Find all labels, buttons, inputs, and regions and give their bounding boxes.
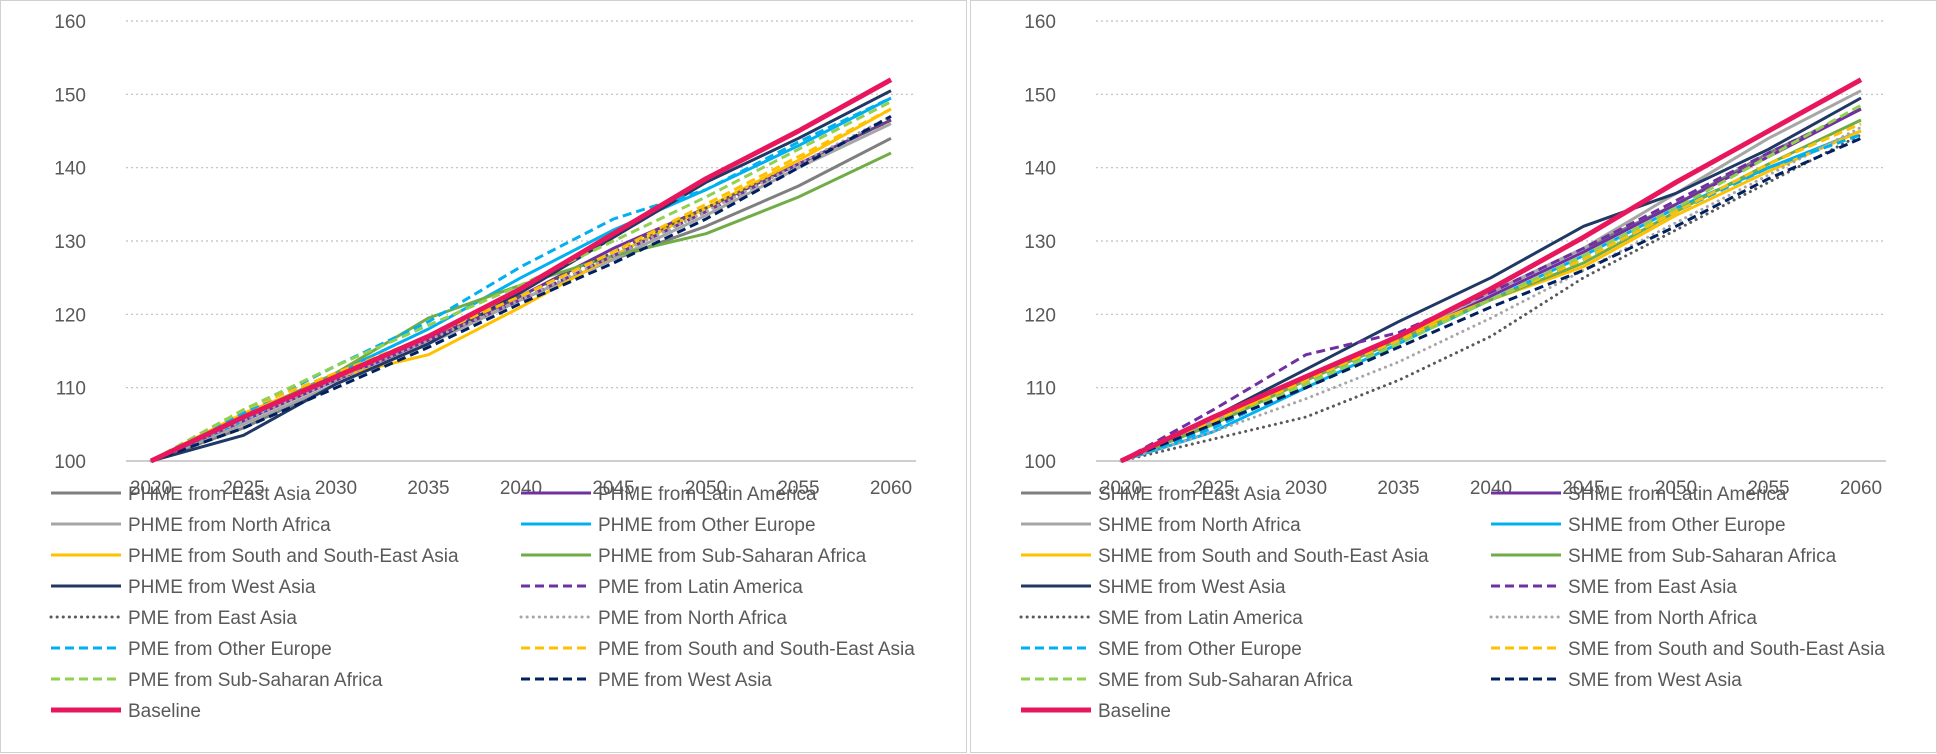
y-tick-label: 140: [54, 159, 86, 180]
legend-item-pme-from-west-asia: PME from West Asia: [521, 670, 772, 691]
legend-item-phme-from-sub-saharan-africa: PHME from Sub-Saharan Africa: [521, 546, 867, 567]
legend-label: PHME from Latin America: [598, 484, 817, 505]
legend-label: PHME from Sub-Saharan Africa: [598, 546, 867, 567]
right-chart-panel: 100 110 120 130 140 150 160 2020 2025 2030 2035 204…: [970, 0, 1937, 753]
legend-label: PHME from Other Europe: [598, 515, 816, 536]
y-tick-label: 150: [1024, 85, 1056, 106]
legend-label: PHME from East Asia: [128, 484, 311, 505]
x-tick-label: 2035: [407, 478, 449, 499]
y-tick-label: 110: [56, 379, 86, 400]
legend-label: PME from Other Europe: [128, 639, 332, 660]
left-line-chart: 100 110 120 130 140 150 160 2020 2025 2030 2035 204…: [1, 1, 968, 754]
legend-item-phme-from-west-asia: PHME from West Asia: [51, 577, 316, 598]
y-tick-label: 120: [54, 305, 86, 326]
legend-item-baseline: Baseline: [51, 701, 201, 722]
legend-item-shme-from-north-africa: SHME from North Africa: [1021, 515, 1301, 536]
legend-item-sme-from-north-africa: SME from North Africa: [1491, 608, 1757, 629]
legend-item-phme-from-other-europe: PHME from Other Europe: [521, 515, 816, 536]
legend-item-phme-from-south-and-south-east-asia: PHME from South and South-East Asia: [51, 546, 459, 567]
legend-label: SHME from West Asia: [1098, 577, 1286, 598]
legend-item-sme-from-sub-saharan-africa: SME from Sub-Saharan Africa: [1021, 670, 1353, 691]
legend-item-shme-from-sub-saharan-africa: SHME from Sub-Saharan Africa: [1491, 546, 1837, 567]
x-tick-label: 2040: [500, 478, 542, 499]
y-tick-label: 160: [1024, 12, 1056, 33]
legend-item-sme-from-other-europe: SME from Other Europe: [1021, 639, 1302, 660]
legend-item-pme-from-latin-america: PME from Latin America: [521, 577, 803, 598]
legend-item-pme-from-other-europe: PME from Other Europe: [51, 639, 332, 660]
legend-label: SME from Other Europe: [1098, 639, 1302, 660]
legend-item-sme-from-east-asia: SME from East Asia: [1491, 577, 1737, 598]
series-line-baseline: [151, 80, 891, 461]
x-tick-label: 2060: [1840, 478, 1882, 499]
y-tick-label: 130: [1024, 232, 1056, 253]
legend-item-phme-from-east-asia: PHME from East Asia: [51, 484, 311, 505]
legend-item-pme-from-sub-saharan-africa: PME from Sub-Saharan Africa: [51, 670, 383, 691]
legend-label: PME from North Africa: [598, 608, 787, 629]
y-tick-label: 160: [54, 12, 86, 33]
legend-label: SME from North Africa: [1568, 608, 1757, 629]
legend-label: PHME from South and South-East Asia: [128, 546, 459, 567]
legend-label: PME from South and South-East Asia: [598, 639, 915, 660]
y-tick-label: 100: [54, 452, 86, 473]
legend-label: SHME from East Asia: [1098, 484, 1281, 505]
y-tick-label: 110: [1026, 379, 1056, 400]
legend-item-pme-from-south-and-south-east-asia: PME from South and South-East Asia: [521, 639, 915, 660]
y-tick-label: 100: [1024, 452, 1056, 473]
y-tick-label: 140: [1024, 159, 1056, 180]
x-tick-label: 2035: [1377, 478, 1419, 499]
legend-label: SHME from Latin America: [1568, 484, 1787, 505]
legend-label: PME from West Asia: [598, 670, 772, 691]
legend-label: SME from South and South-East Asia: [1568, 639, 1885, 660]
legend-item-shme-from-east-asia: SHME from East Asia: [1021, 484, 1281, 505]
legend-item-shme-from-south-and-south-east-asia: SHME from South and South-East Asia: [1021, 546, 1429, 567]
legend-label: PHME from North Africa: [128, 515, 331, 536]
legend-item-phme-from-north-africa: PHME from North Africa: [51, 515, 331, 536]
legend-item-phme-from-latin-america: PHME from Latin America: [521, 484, 817, 505]
x-tick-label: 2030: [315, 478, 357, 499]
legend-item-pme-from-north-africa: PME from North Africa: [521, 608, 787, 629]
legend-label: PME from Latin America: [598, 577, 803, 598]
legend-label: PHME from West Asia: [128, 577, 316, 598]
legend-item-baseline: Baseline: [1021, 701, 1171, 722]
legend-item-sme-from-west-asia: SME from West Asia: [1491, 670, 1742, 691]
legend-label: PME from Sub-Saharan Africa: [128, 670, 383, 691]
y-tick-label: 130: [54, 232, 86, 253]
legend-item-shme-from-west-asia: SHME from West Asia: [1021, 577, 1286, 598]
left-chart-panel: 100 110 120 130 140 150 160 2020 2025 2030 2035 204…: [0, 0, 967, 753]
legend-label: Baseline: [1098, 701, 1171, 722]
x-tick-label: 2040: [1470, 478, 1512, 499]
legend-label: SME from East Asia: [1568, 577, 1737, 598]
legend-label: SHME from South and South-East Asia: [1098, 546, 1429, 567]
right-line-chart: 100 110 120 130 140 150 160 2020 2025 2030 2035 204…: [971, 1, 1937, 754]
x-tick-label: 2060: [870, 478, 912, 499]
legend-label: SHME from North Africa: [1098, 515, 1301, 536]
legend-label: SHME from Sub-Saharan Africa: [1568, 546, 1837, 567]
legend-label: SME from Latin America: [1098, 608, 1303, 629]
legend-item-pme-from-east-asia: PME from East Asia: [51, 608, 297, 629]
legend-item-shme-from-other-europe: SHME from Other Europe: [1491, 515, 1786, 536]
legend-label: SME from West Asia: [1568, 670, 1742, 691]
legend-item-sme-from-south-and-south-east-asia: SME from South and South-East Asia: [1491, 639, 1885, 660]
x-tick-label: 2030: [1285, 478, 1327, 499]
y-tick-label: 150: [54, 85, 86, 106]
series-line-shme-from-north-africa: [1121, 91, 1861, 461]
legend-item-sme-from-latin-america: SME from Latin America: [1021, 608, 1303, 629]
series-line-baseline: [1121, 80, 1861, 461]
legend-label: SHME from Other Europe: [1568, 515, 1786, 536]
legend-label: Baseline: [128, 701, 201, 722]
y-tick-label: 120: [1024, 305, 1056, 326]
legend-label: SME from Sub-Saharan Africa: [1098, 670, 1353, 691]
legend-label: PME from East Asia: [128, 608, 297, 629]
legend-item-shme-from-latin-america: SHME from Latin America: [1491, 484, 1787, 505]
